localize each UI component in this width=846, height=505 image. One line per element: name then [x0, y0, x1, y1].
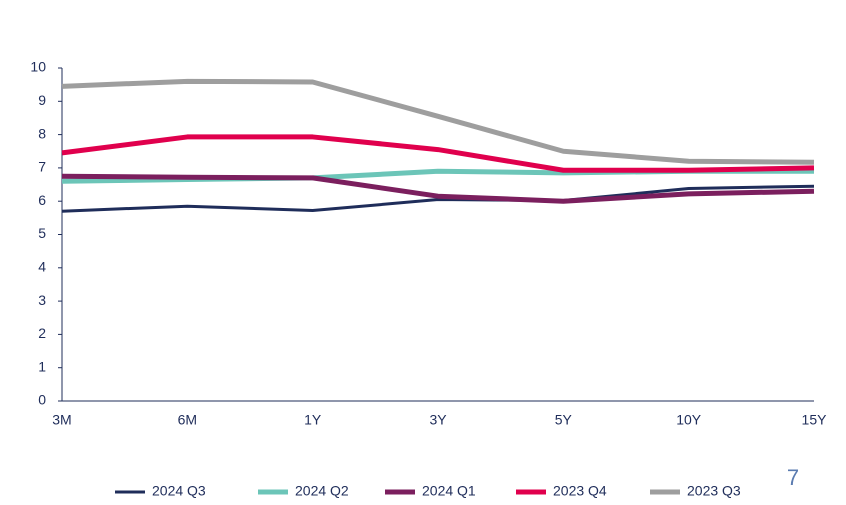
y-tick-label: 5 — [38, 225, 46, 241]
series-line — [61, 78, 815, 165]
x-tick-label: 1Y — [304, 412, 322, 428]
series-line — [61, 173, 815, 204]
x-tick-label: 3Y — [429, 412, 447, 428]
y-tick-label: 9 — [38, 92, 46, 108]
y-tick-label: 6 — [38, 192, 46, 208]
y-tick-label: 2 — [38, 325, 46, 341]
x-tick-label: 6M — [178, 412, 197, 428]
legend-label: 2023 Q4 — [553, 483, 607, 499]
legend-label: 2024 Q2 — [295, 483, 349, 499]
y-tick-label: 4 — [38, 259, 46, 275]
x-tick-label: 15Y — [802, 412, 828, 428]
y-tick-label: 0 — [38, 392, 46, 408]
y-tick-label: 3 — [38, 292, 46, 308]
legend-label: 2023 Q3 — [687, 483, 741, 499]
y-tick-label: 10 — [30, 59, 46, 75]
y-tick-label: 1 — [38, 358, 46, 374]
series-line — [61, 184, 815, 213]
legend-label: 2024 Q3 — [152, 483, 206, 499]
y-tick-label: 7 — [38, 159, 46, 175]
x-tick-label: 10Y — [676, 412, 702, 428]
y-tick-label: 8 — [38, 125, 46, 141]
x-tick-label: 3M — [52, 412, 71, 428]
legend-label: 2024 Q1 — [422, 483, 476, 499]
series-line — [61, 134, 815, 173]
x-tick-label: 5Y — [555, 412, 573, 428]
page-number: 7 — [787, 465, 799, 490]
